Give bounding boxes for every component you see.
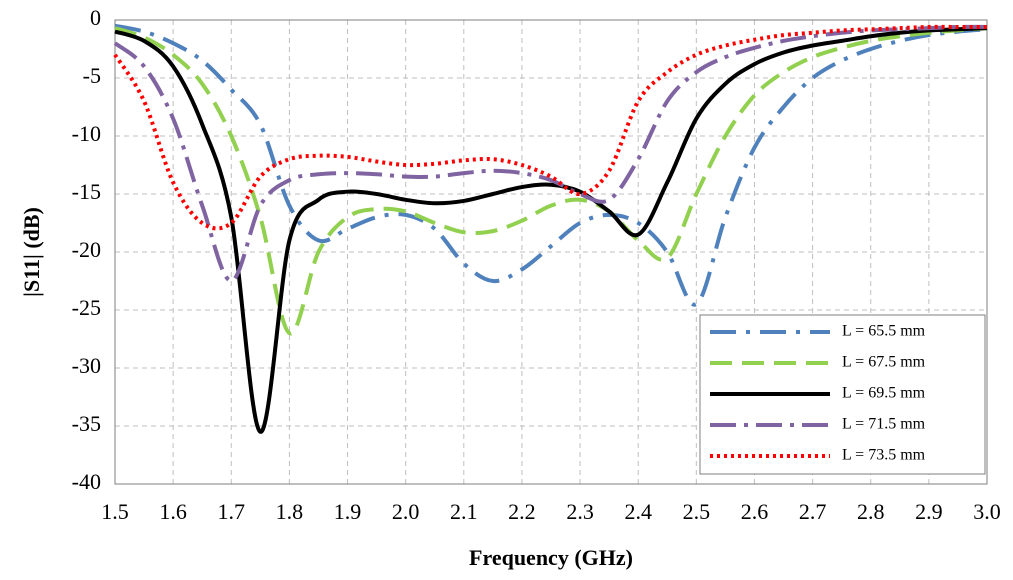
x-tick-label: 2.7 — [799, 499, 827, 524]
y-tick-label: -15 — [72, 179, 101, 204]
x-tick-label: 2.8 — [857, 499, 885, 524]
x-tick-label: 2.9 — [915, 499, 943, 524]
y-tick-label: -30 — [72, 353, 101, 378]
x-tick-label: 1.8 — [276, 499, 304, 524]
x-tick-label: 1.6 — [159, 499, 187, 524]
plot-frame — [114, 19, 988, 485]
y-tick-label: -20 — [72, 237, 101, 262]
legend-label: L = 65.5 mm — [842, 323, 926, 340]
series-line — [113, 24, 988, 284]
series-line — [114, 26, 988, 336]
x-tick-label: 1.5 — [101, 499, 129, 524]
x-axis-title: Frequency (GHz) — [469, 545, 633, 570]
x-tick-label: 2.3 — [566, 499, 594, 524]
x-tick-label: 2.1 — [450, 499, 478, 524]
x-tick-label: 2.4 — [624, 499, 652, 524]
x-tick-label: 2.5 — [683, 499, 711, 524]
legend-label: L = 71.5 mm — [842, 416, 926, 433]
legend-label: L = 69.5 mm — [842, 385, 926, 402]
legend-label: L = 67.5 mm — [842, 354, 926, 371]
x-tick-label: 3.0 — [973, 499, 1001, 524]
x-tick-label: 1.7 — [218, 499, 246, 524]
x-tick-label: 1.9 — [334, 499, 362, 524]
y-tick-label: -40 — [72, 469, 101, 494]
legend: L = 65.5 mm L = 67.5 mm L = 69.5 mm L = 71.… — [699, 314, 986, 475]
x-tick-label: 2.0 — [392, 499, 420, 524]
series-line — [113, 24, 987, 231]
y-tick-label: -5 — [83, 63, 101, 88]
x-tick-label: 2.2 — [508, 499, 536, 524]
legend-label: L = 73.5 mm — [842, 447, 926, 464]
x-tick-label: 2.6 — [741, 499, 769, 524]
series-line — [114, 26, 988, 434]
y-tick-label: -10 — [72, 121, 101, 146]
y-tick-label: -25 — [72, 295, 101, 320]
y-tick-label: 0 — [90, 5, 101, 30]
y-axis-title: |S11| (dB) — [19, 207, 44, 297]
y-tick-label: -35 — [72, 411, 101, 436]
series-line — [114, 23, 988, 307]
